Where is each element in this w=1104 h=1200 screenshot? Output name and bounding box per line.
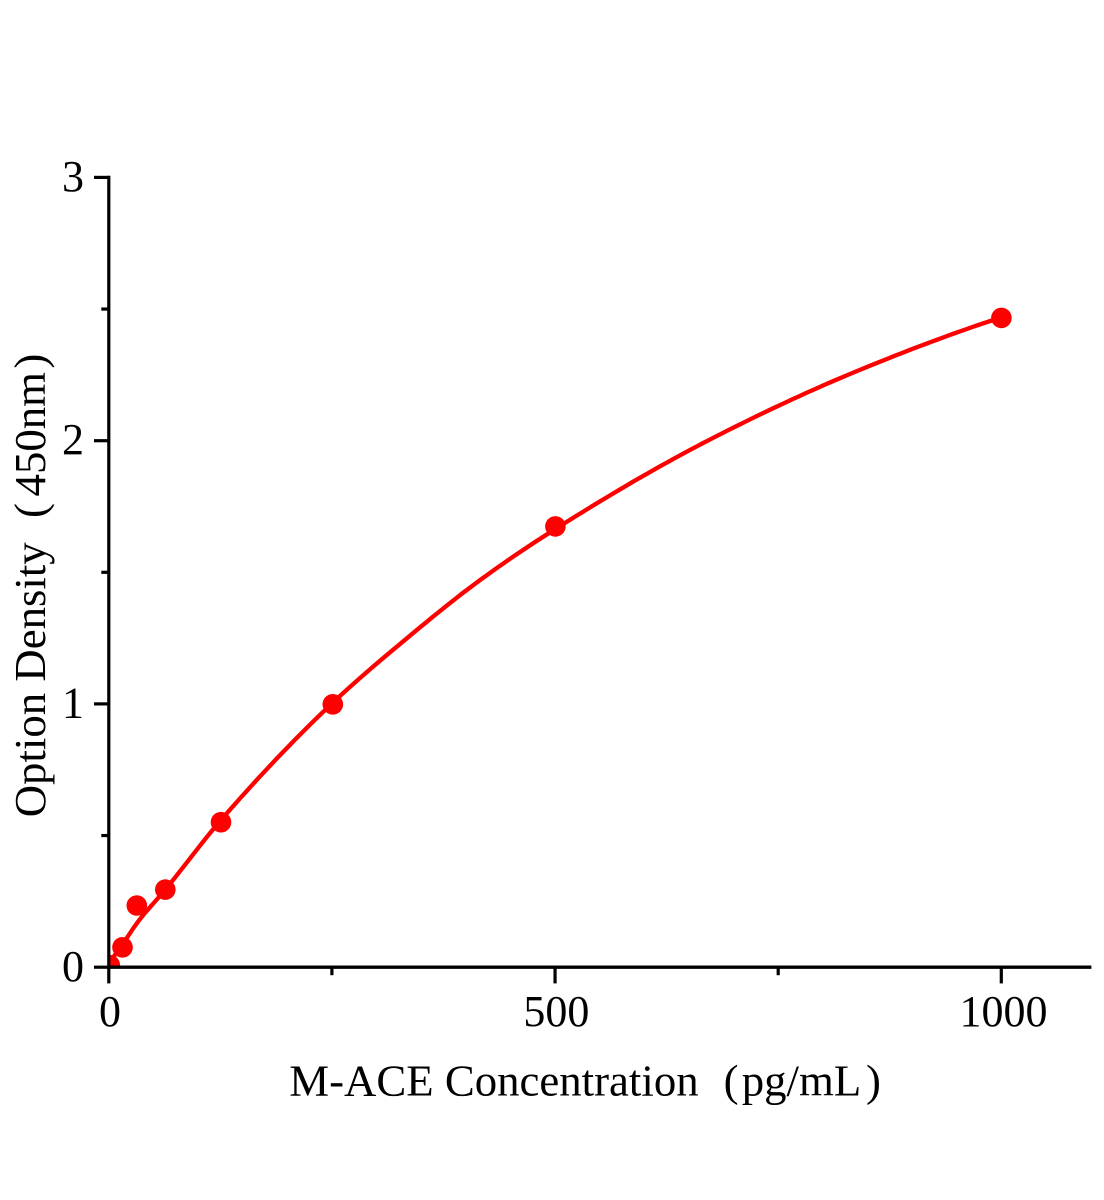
svg-text:1000: 1000 xyxy=(960,987,1048,1036)
svg-text:3: 3 xyxy=(62,152,84,201)
svg-text:500: 500 xyxy=(523,987,589,1036)
svg-text:0: 0 xyxy=(62,942,84,991)
svg-text:Option Density(450nm): Option Density(450nm) xyxy=(5,354,55,818)
svg-text:2: 2 xyxy=(62,415,84,464)
svg-text:1: 1 xyxy=(62,678,84,727)
svg-text:0: 0 xyxy=(99,987,121,1036)
svg-text:M-ACE Concentration(pg/mL): M-ACE Concentration (pg/mL) xyxy=(289,1055,881,1105)
